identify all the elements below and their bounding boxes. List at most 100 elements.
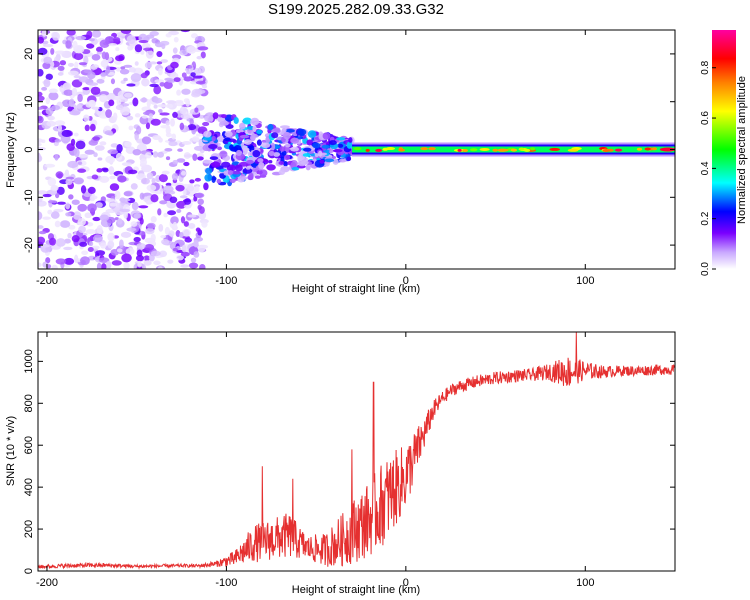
spectrogram-cell (143, 260, 152, 266)
spectrogram-cell (187, 223, 196, 229)
spectrogram-cell (73, 132, 79, 137)
colorbar-gradient (712, 30, 736, 269)
spectrogram-cell (167, 259, 174, 264)
spectrogram-cell (140, 72, 148, 79)
spectrogram-cell (65, 202, 71, 210)
spectrogram-cell (71, 235, 80, 243)
snr-y-tick-label: 400 (23, 478, 35, 496)
spectrogram-cell (152, 151, 159, 158)
spectrogram-cell (270, 142, 276, 151)
spectrogram-cell (132, 97, 139, 107)
spectrogram-cell (78, 225, 86, 234)
spectrogram-cell (131, 201, 139, 211)
spectrogram-cell (105, 260, 112, 269)
spectrogram-cell (59, 60, 67, 66)
spectrogram-cell (305, 164, 311, 171)
spectrogram-cell (38, 225, 44, 229)
spectrogram-cell (282, 131, 291, 140)
spectrogram-cell (307, 130, 317, 138)
spectrogram-cell (183, 229, 190, 237)
spectrogram-cell (168, 141, 178, 147)
spectrogram-cell (165, 120, 170, 126)
spectrogram-cell (236, 149, 242, 156)
spectrogram-cell (175, 184, 185, 192)
spectrogram-cell (225, 124, 234, 129)
spectrogram-cell (328, 140, 337, 146)
spectrogram-cell (57, 72, 64, 76)
spectrogram-peak (365, 148, 370, 152)
spectrogram-cell (179, 232, 184, 238)
spectrogram-cell (82, 87, 91, 91)
spectrogram-cell (44, 163, 56, 168)
spectrogram-cell (127, 169, 138, 175)
spectrogram-cell (127, 45, 134, 51)
spectrogram-cell (132, 149, 142, 156)
spectrogram-cell (145, 34, 155, 39)
spectrogram-cell (318, 150, 323, 157)
spectrogram-cell (88, 99, 97, 107)
spectrogram-cell (183, 98, 190, 103)
spectrogram-cell (158, 109, 163, 114)
spectrogram-cell (145, 200, 152, 205)
spectrogram-cell (91, 106, 100, 110)
spectrogram-marks (38, 30, 675, 269)
spectrogram-cell (242, 117, 253, 125)
spectrogram-cell (148, 113, 154, 118)
spectrogram-cell (116, 248, 123, 253)
spectrogram-cell (183, 204, 192, 209)
spectrogram-cell (158, 250, 168, 258)
spectrogram-cell (41, 30, 47, 37)
snr-x-tick-label: -100 (215, 577, 237, 589)
spectrogram-cell (176, 255, 184, 261)
spectrogram-cell (51, 104, 61, 111)
spectrogram-cell (172, 247, 178, 252)
spectrogram-cell (38, 115, 44, 124)
spectrogram-cell (90, 64, 98, 70)
spectrogram-cell (120, 30, 132, 34)
spectrogram-cell (86, 30, 93, 39)
spectrogram-cell (150, 118, 161, 126)
spectrogram-cell (248, 172, 254, 180)
spectrogram-cell (179, 122, 185, 131)
spectrogram-cell (243, 139, 252, 145)
spectrogram-peak (602, 148, 610, 152)
spectrogram-cell (322, 132, 331, 140)
spectrogram-cell (194, 89, 206, 95)
spectrogram-cell (69, 110, 81, 116)
spectrogram-cell (117, 218, 123, 225)
spectrogram-cell (187, 123, 197, 131)
spectrogram-cell (279, 146, 286, 152)
spectrogram-cell (42, 193, 52, 198)
spectrogram-cell (107, 232, 115, 242)
spectrogram-cell (170, 118, 176, 127)
spectrogram-cell (183, 161, 190, 167)
spectrogram-cell (133, 213, 141, 219)
spectrogram-cell (73, 177, 85, 185)
spectrogram-cell (125, 247, 135, 256)
spectrogram-cell (231, 161, 240, 166)
spectrogram-cell (75, 35, 87, 41)
spectrogram-cell (119, 239, 124, 249)
spectrogram-cell (73, 148, 80, 158)
spectrogram-cell (273, 127, 281, 133)
spectrogram-cell (134, 61, 139, 66)
spectrogram-cell (172, 47, 178, 54)
spectrogram-cell (124, 141, 132, 148)
spectrogram-cell (148, 253, 155, 262)
spectrogram-cell (109, 183, 120, 191)
spectrogram-cell (107, 240, 115, 249)
spectrogram-cell (211, 161, 221, 168)
spectrogram-cell (59, 220, 71, 228)
spectrogram-peak (469, 148, 478, 152)
spectrogram-cell (268, 150, 275, 157)
spectrogram-peak (479, 147, 490, 151)
spectrogram-cell (257, 158, 264, 163)
spectrogram-cell (65, 40, 72, 49)
spectrogram-cell (121, 253, 132, 263)
spectrogram-cell (121, 162, 132, 167)
spectrogram-cell (38, 196, 43, 203)
spectrogram-cell (116, 98, 122, 106)
spectrogram-cell (114, 190, 121, 200)
spectrogram-cell (86, 43, 95, 49)
spectrogram-cell (84, 212, 92, 219)
